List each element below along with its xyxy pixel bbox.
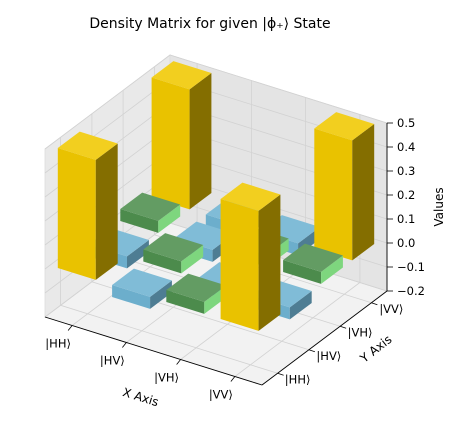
z-tick-label: 0.0	[397, 236, 415, 250]
bar-0-3	[151, 61, 212, 210]
chart-title: Density Matrix for given |ϕ₊⟩ State	[89, 16, 330, 32]
x-axis-label: X Axis	[121, 385, 160, 409]
bar-3-0	[220, 182, 281, 331]
y-tick	[371, 302, 378, 306]
bar-front-face	[151, 77, 190, 210]
z-tick-label: 0.4	[397, 140, 415, 154]
y-tick-label: |HV⟩	[316, 349, 341, 363]
bar-side-face	[289, 291, 312, 320]
bar-side-face	[181, 245, 204, 274]
bar-front-face	[283, 260, 322, 284]
z-axis-label: Values	[432, 187, 446, 226]
z-tick-label: 0.5	[397, 116, 415, 130]
y-axis-line	[261, 290, 388, 386]
axis-lines	[44, 123, 388, 386]
bar-front-face	[166, 290, 205, 314]
bar-3-2	[283, 243, 343, 284]
bar-0-2	[120, 192, 181, 233]
bar-0-0	[57, 131, 118, 280]
bars-group	[57, 61, 375, 331]
z-tick-label: −0.1	[397, 260, 425, 274]
bar-side-face	[95, 143, 118, 280]
z-tick-label: 0.3	[397, 164, 415, 178]
bar-top-face	[57, 131, 118, 160]
bar-side-face	[352, 124, 375, 261]
x-axis-line	[44, 316, 263, 386]
y-tick-label: |VH⟩	[348, 325, 373, 339]
tick-labels: |HH⟩ |HV⟩ |VH⟩ |VV⟩ |HH⟩ |HV⟩ |VH⟩ |VV⟩ −0.2 −0.1…	[45, 116, 425, 402]
x-tick-label: |HH⟩	[45, 337, 71, 351]
x-tick-label: |HV⟩	[100, 354, 125, 368]
y-tick	[308, 349, 316, 353]
bar-side-face	[127, 240, 149, 269]
y-tick-label: |VV⟩	[379, 302, 403, 316]
bar-top-face	[283, 243, 343, 272]
x-tick	[176, 359, 181, 365]
x-tick	[230, 376, 236, 382]
bar-top-face	[166, 273, 227, 302]
z-grid-line	[44, 54, 388, 150]
z-tick-label: −0.2	[397, 284, 425, 298]
bar-top-face	[143, 233, 204, 262]
z-tick-label: 0.2	[397, 188, 415, 202]
bar-top-face	[174, 221, 235, 250]
bar-front-face	[220, 199, 259, 331]
bar-top-face	[151, 61, 212, 90]
bar-1-1	[143, 233, 204, 274]
y-tick	[339, 325, 347, 329]
y-tick	[277, 372, 284, 376]
bar-side-face	[258, 194, 281, 331]
x-tick	[122, 342, 127, 348]
x-tick-label: |VH⟩	[154, 371, 179, 385]
bar-side-face	[321, 255, 343, 284]
x-tick-label: |VV⟩	[209, 388, 233, 402]
bar-side-face	[158, 204, 181, 233]
bar-3-3	[314, 112, 375, 261]
bar-side-face	[189, 73, 212, 210]
bar-top-face	[220, 182, 281, 211]
bar-1-0	[112, 268, 172, 309]
bar-front-face	[112, 285, 151, 309]
bar-front-face	[314, 128, 353, 261]
bar-top-face	[120, 192, 181, 221]
bar-front-face	[57, 148, 96, 280]
bar-top-face	[112, 268, 172, 297]
bar-front-face	[143, 249, 182, 274]
bar-side-face	[150, 280, 172, 309]
y-tick-label: |HH⟩	[285, 372, 311, 386]
z-tick-label: 0.1	[397, 212, 415, 226]
x-tick	[67, 325, 73, 331]
bar-top-face	[314, 112, 375, 141]
bar-front-face	[120, 209, 159, 233]
